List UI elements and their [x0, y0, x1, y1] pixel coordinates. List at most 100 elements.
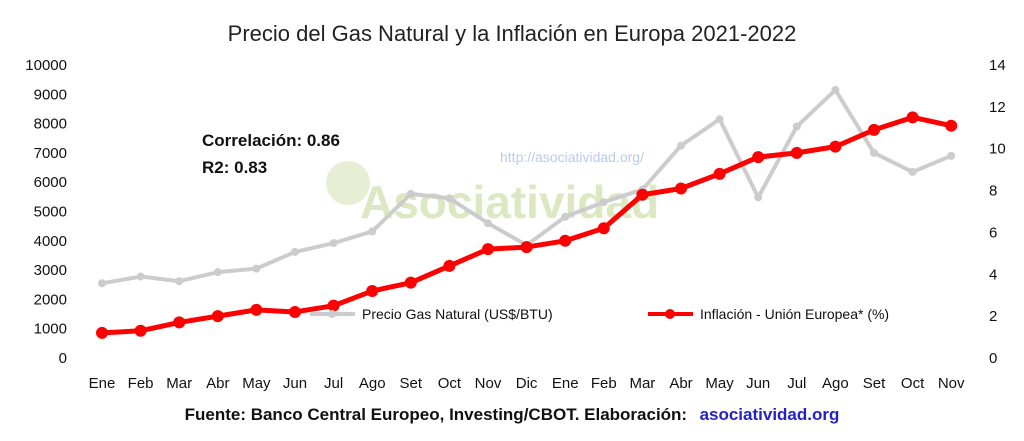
data-point-inflation [906, 111, 919, 124]
data-point-inflation [134, 324, 147, 337]
legend-marker-inflation [665, 309, 675, 319]
y-left-axis: 0 1000 2000 3000 4000 5000 6000 7000 8000 9000 100… [25, 57, 67, 367]
data-point-gas [754, 193, 763, 202]
y-left-tick-label: 5000 [34, 204, 67, 221]
data-point-gas [406, 189, 415, 198]
data-point-inflation [790, 146, 803, 159]
footer: Fuente: Banco Central Europeo, Investing… [185, 405, 840, 424]
x-tick-label: Ago [822, 375, 849, 392]
y-left-tick-label: 1000 [34, 321, 67, 338]
data-point-inflation [868, 123, 880, 136]
x-tick-label: Feb [128, 375, 154, 392]
data-point-gas [870, 148, 878, 157]
x-tick-label: Mar [629, 375, 655, 392]
data-point-inflation [752, 151, 765, 164]
data-point-gas [252, 264, 261, 273]
x-tick-label: Ene [89, 375, 116, 392]
data-point-gas [677, 141, 685, 150]
x-tick-label: Jun [746, 375, 770, 392]
data-point-gas [792, 122, 801, 131]
data-point-inflation [96, 326, 108, 339]
y-left-tick-label: 9000 [34, 86, 67, 103]
data-point-inflation [250, 303, 263, 316]
x-tick-label: Nov [475, 375, 502, 392]
x-tick-label: Jun [283, 375, 307, 392]
x-tick-label: May [242, 375, 271, 392]
data-point-gas [947, 151, 956, 160]
x-tick-label: May [705, 375, 734, 392]
data-point-inflation [636, 188, 649, 201]
y-right-tick-label: 8 [989, 183, 997, 200]
x-axis: Ene Feb Mar Abr May Jun Jul Ago Set Oct Nov Dic Ene F… [89, 375, 965, 392]
y-left-tick-label: 8000 [34, 116, 67, 133]
legend-label-inflation: Inflación - Unión Europea* (%) [700, 306, 889, 322]
x-tick-label: Ene [552, 375, 579, 392]
y-right-tick-label: 6 [989, 224, 997, 241]
data-point-gas [329, 239, 338, 248]
y-left-tick-label: 6000 [34, 174, 67, 191]
y-right-tick-label: 10 [989, 141, 1006, 158]
y-right-tick-label: 2 [989, 308, 997, 325]
data-point-inflation [327, 299, 340, 312]
x-tick-label: Set [400, 375, 423, 392]
y-left-tick-label: 0 [59, 350, 67, 367]
data-point-inflation [482, 243, 494, 256]
x-tick-label: Abr [669, 375, 692, 392]
x-tick-label: Jul [324, 375, 343, 392]
data-point-gas [291, 247, 299, 256]
data-point-gas [831, 85, 840, 94]
series-layer [96, 85, 958, 339]
data-point-inflation [443, 259, 456, 272]
data-point-inflation [713, 167, 726, 180]
footer-source: Fuente: Banco Central Europeo, Investing… [185, 405, 688, 424]
data-point-gas [599, 198, 608, 207]
data-point-inflation [675, 182, 687, 195]
x-tick-label: Set [863, 375, 886, 392]
y-right-tick-label: 14 [989, 57, 1006, 74]
y-right-axis: 0 2 4 6 8 10 12 14 [989, 57, 1006, 367]
x-tick-label: Feb [591, 375, 617, 392]
annotation-r2: R2: 0.83 [202, 158, 267, 177]
y-left-tick-label: 3000 [34, 262, 67, 279]
y-left-tick-label: 4000 [34, 233, 67, 250]
y-right-tick-label: 4 [989, 266, 997, 283]
y-left-tick-label: 10000 [25, 57, 67, 74]
data-point-inflation [520, 241, 533, 254]
y-left-tick-label: 2000 [34, 291, 67, 308]
y-right-tick-label: 0 [989, 350, 997, 367]
data-point-inflation [211, 310, 224, 323]
y-left-tick-label: 7000 [34, 145, 67, 162]
data-point-gas [484, 219, 492, 228]
data-point-inflation [597, 222, 610, 235]
legend: Precio Gas Natural (US$/BTU) Inflación -… [310, 306, 889, 322]
data-point-gas [908, 167, 917, 176]
watermark-url: http://asociatividad.org/ [500, 149, 644, 165]
data-point-inflation [404, 276, 417, 289]
x-tick-label: Ago [359, 375, 386, 392]
legend-label-gas: Precio Gas Natural (US$/BTU) [362, 306, 553, 322]
x-tick-label: Nov [938, 375, 965, 392]
data-point-gas [98, 279, 106, 288]
annotation-correlation: Correlación: 0.86 [202, 131, 340, 150]
data-point-gas [445, 194, 454, 203]
data-point-inflation [945, 119, 958, 132]
data-point-gas [561, 212, 570, 221]
x-tick-label: Jul [787, 375, 806, 392]
watermark: Asociatividad http://asociatividad.org/ [326, 149, 659, 228]
x-tick-label: Mar [166, 375, 192, 392]
chart-title: Precio del Gas Natural y la Inflación en… [228, 21, 797, 46]
data-point-inflation [829, 140, 842, 153]
data-point-gas [368, 227, 377, 236]
data-point-inflation [173, 316, 186, 329]
data-point-gas [136, 272, 145, 281]
watermark-logo-mark [326, 161, 370, 205]
y-right-tick-label: 12 [989, 99, 1006, 116]
data-point-inflation [289, 305, 301, 318]
x-tick-label: Oct [438, 375, 462, 392]
data-point-gas [715, 115, 724, 124]
footer-link: asociatividad.org [700, 405, 840, 424]
x-tick-label: Dic [516, 375, 538, 392]
x-tick-label: Abr [206, 375, 229, 392]
